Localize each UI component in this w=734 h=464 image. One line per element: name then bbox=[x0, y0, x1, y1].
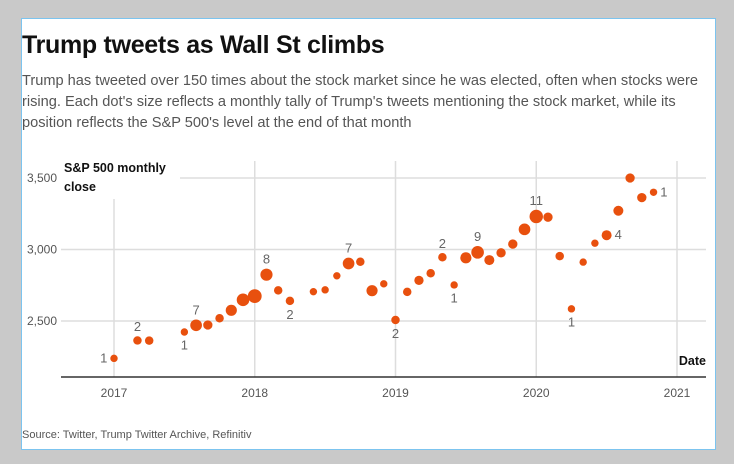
data-point-2020-05 bbox=[591, 239, 599, 247]
data-point-2018-10 bbox=[366, 285, 378, 297]
chart-title: Trump tweets as Wall St climbs bbox=[22, 31, 385, 59]
data-label: 2 bbox=[439, 236, 446, 251]
data-point-2018-02 bbox=[273, 286, 283, 295]
data-point-2019-04 bbox=[438, 252, 447, 262]
x-tick-label: 2018 bbox=[241, 386, 268, 400]
data-point-2018-01 bbox=[260, 268, 273, 281]
data-point-2019-08 bbox=[484, 255, 495, 266]
x-axis-title: Date bbox=[679, 354, 706, 368]
data-point-2017-12 bbox=[247, 289, 262, 304]
chart-subtitle: Trump has tweeted over 150 times about t… bbox=[22, 73, 698, 131]
data-point-2018-07 bbox=[333, 272, 341, 280]
data-label: 2 bbox=[392, 326, 399, 341]
data-point-2020-06 bbox=[601, 230, 612, 241]
x-tick-label: 2017 bbox=[101, 386, 128, 400]
y-axis-title-bg bbox=[60, 155, 180, 199]
data-point-2017-03 bbox=[144, 336, 154, 345]
data-point-2017-10 bbox=[225, 304, 237, 316]
y-tick-label: 3,000 bbox=[27, 243, 57, 257]
data-point-2020-03 bbox=[567, 305, 576, 313]
data-point-2019-01 bbox=[402, 287, 412, 297]
scatter-plot: 2,500 3,000 3,500 2017 2018 2019 2020 2021 1 2 1 7… bbox=[27, 155, 706, 400]
data-point-2017-02 bbox=[133, 336, 142, 345]
data-label: 7 bbox=[192, 302, 199, 317]
data-point-2020-07 bbox=[613, 205, 624, 216]
data-point-2020-04 bbox=[579, 258, 587, 266]
data-point-2020-02 bbox=[555, 251, 564, 261]
data-point-2019-11 bbox=[518, 223, 531, 236]
data-point-2020-10 bbox=[649, 188, 658, 196]
y-tick-label: 3,500 bbox=[27, 171, 57, 185]
data-point-2019-03 bbox=[426, 268, 435, 278]
data-label: 1 bbox=[660, 184, 667, 199]
data-label: 7 bbox=[345, 241, 352, 256]
data-point-2017-09 bbox=[215, 314, 224, 323]
data-point-2016-12 bbox=[110, 354, 118, 363]
data-point-2019-05 bbox=[450, 281, 458, 289]
chart-card: Trump tweets as Wall St climbs Trump has… bbox=[21, 18, 716, 450]
data-point-2020-08 bbox=[625, 173, 635, 183]
data-point-2019-02 bbox=[414, 275, 424, 286]
data-point-2017-11 bbox=[236, 293, 250, 307]
data-point-2019-06 bbox=[460, 252, 472, 264]
data-label: 1 bbox=[451, 291, 458, 306]
data-label: 8 bbox=[263, 252, 270, 267]
y-tick-label: 2,500 bbox=[27, 314, 57, 328]
data-point-2020-01 bbox=[543, 212, 553, 222]
data-point-2017-07 bbox=[190, 319, 202, 332]
source-note: Source: Twitter, Trump Twitter Archive, … bbox=[22, 429, 252, 441]
x-tick-label: 2019 bbox=[382, 386, 409, 400]
data-point-2020-09 bbox=[637, 192, 647, 203]
data-point-2019-09 bbox=[496, 248, 506, 258]
data-label: 11 bbox=[530, 193, 544, 208]
data-label: 1 bbox=[100, 350, 107, 365]
data-point-2019-07 bbox=[471, 246, 484, 259]
data-point-2019-12 bbox=[529, 209, 543, 224]
data-label: 2 bbox=[286, 307, 293, 322]
data-label: 1 bbox=[181, 338, 188, 353]
data-point-2017-06 bbox=[180, 328, 189, 336]
y-axis-title-line1: S&P 500 monthly bbox=[64, 161, 166, 175]
x-tick-label: 2020 bbox=[523, 386, 550, 400]
data-label: 1 bbox=[568, 315, 575, 330]
y-axis-title-line2: close bbox=[64, 180, 96, 194]
data-point-2018-05 bbox=[309, 287, 318, 296]
data-point-2018-06 bbox=[321, 286, 329, 294]
data-point-2018-12 bbox=[391, 315, 400, 325]
data-point-2018-09 bbox=[356, 257, 365, 267]
x-tick-label: 2021 bbox=[664, 386, 691, 400]
data-point-2019-10 bbox=[508, 239, 518, 249]
data-point-2018-11 bbox=[380, 280, 388, 288]
data-point-2017-08 bbox=[203, 320, 213, 330]
data-label: 9 bbox=[474, 229, 481, 244]
data-point-2018-08 bbox=[342, 257, 355, 270]
data-label: 2 bbox=[134, 319, 141, 334]
data-label: 4 bbox=[615, 227, 622, 242]
data-point-2018-03 bbox=[285, 296, 295, 306]
